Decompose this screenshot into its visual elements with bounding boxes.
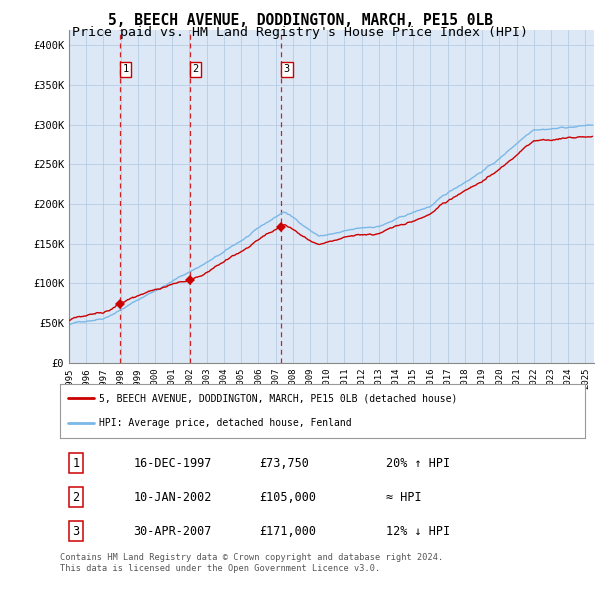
Text: 3: 3 (284, 64, 290, 74)
Text: £171,000: £171,000 (260, 525, 317, 537)
Text: 5, BEECH AVENUE, DODDINGTON, MARCH, PE15 0LB: 5, BEECH AVENUE, DODDINGTON, MARCH, PE15… (107, 13, 493, 28)
Text: 12% ↓ HPI: 12% ↓ HPI (386, 525, 449, 537)
Text: HPI: Average price, detached house, Fenland: HPI: Average price, detached house, Fenl… (100, 418, 352, 428)
Text: 30-APR-2007: 30-APR-2007 (133, 525, 212, 537)
Text: 1: 1 (72, 457, 79, 470)
Text: £105,000: £105,000 (260, 490, 317, 504)
Text: ≈ HPI: ≈ HPI (386, 490, 421, 504)
Text: Price paid vs. HM Land Registry's House Price Index (HPI): Price paid vs. HM Land Registry's House … (72, 26, 528, 39)
Text: 2: 2 (193, 64, 199, 74)
Text: £73,750: £73,750 (260, 457, 310, 470)
Text: 2: 2 (72, 490, 79, 504)
Text: 20% ↑ HPI: 20% ↑ HPI (386, 457, 449, 470)
Text: 3: 3 (72, 525, 79, 537)
Text: 5, BEECH AVENUE, DODDINGTON, MARCH, PE15 0LB (detached house): 5, BEECH AVENUE, DODDINGTON, MARCH, PE15… (100, 393, 458, 403)
Text: 10-JAN-2002: 10-JAN-2002 (133, 490, 212, 504)
Text: 16-DEC-1997: 16-DEC-1997 (133, 457, 212, 470)
Text: 1: 1 (122, 64, 129, 74)
Text: Contains HM Land Registry data © Crown copyright and database right 2024.
This d: Contains HM Land Registry data © Crown c… (60, 553, 443, 573)
